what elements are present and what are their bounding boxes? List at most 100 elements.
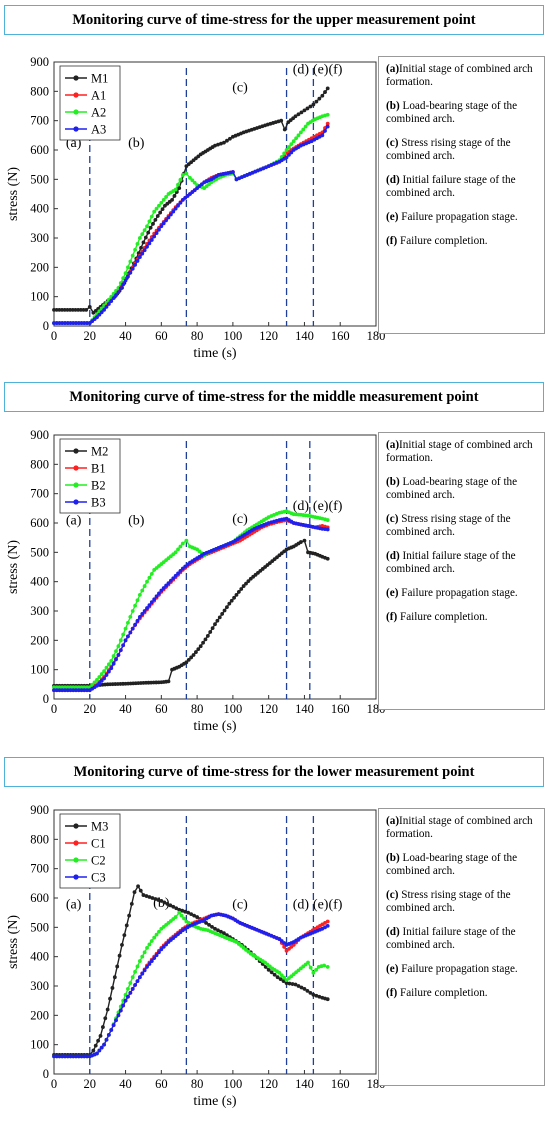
series-markers-a1 <box>52 121 330 325</box>
data-point <box>57 321 62 325</box>
x-tick-label: 100 <box>224 702 243 716</box>
data-point <box>65 688 70 693</box>
data-point <box>322 963 327 968</box>
data-point <box>102 676 106 681</box>
data-point <box>82 688 87 693</box>
stage-description: (d) Initial failure stage of the combine… <box>386 550 538 576</box>
x-tick-label: 100 <box>224 1077 243 1091</box>
data-point <box>99 1045 104 1050</box>
stage-text: Initial failure stage of the combined ar… <box>386 550 516 575</box>
data-point <box>166 679 171 684</box>
data-point <box>152 935 157 940</box>
data-point <box>133 603 137 608</box>
x-tick-label: 0 <box>51 702 57 716</box>
data-point <box>325 124 330 129</box>
y-tick-label: 300 <box>30 604 49 618</box>
stage-description: (f) Failure completion. <box>386 611 538 624</box>
data-point <box>63 1054 67 1059</box>
data-point <box>289 142 294 147</box>
data-point <box>63 688 67 693</box>
data-point <box>60 321 65 325</box>
data-point <box>213 622 217 627</box>
data-point <box>144 894 149 898</box>
data-point <box>79 688 84 693</box>
data-point <box>192 913 197 918</box>
data-point <box>68 307 72 312</box>
stage-description: (f) Failure completion. <box>386 987 538 1000</box>
data-point <box>135 598 140 603</box>
data-point <box>188 175 192 180</box>
data-point <box>157 227 161 232</box>
data-point <box>137 614 142 619</box>
stage-label: (e)(f) <box>313 499 343 514</box>
legend-label: M3 <box>91 820 108 834</box>
series-markers-b1 <box>52 518 330 693</box>
y-tick-label: 800 <box>30 84 49 98</box>
y-tick-label: 900 <box>30 55 49 69</box>
data-point <box>129 901 134 906</box>
data-point <box>203 637 208 642</box>
data-point <box>149 214 154 219</box>
data-point <box>284 155 289 160</box>
data-point <box>87 305 92 309</box>
y-tick-label: 0 <box>43 319 49 333</box>
x-tick-label: 20 <box>84 329 97 343</box>
x-tick-label: 60 <box>155 702 168 716</box>
data-point <box>302 538 307 543</box>
data-point <box>115 964 120 969</box>
x-tick-label: 40 <box>119 702 132 716</box>
data-point <box>126 620 130 625</box>
data-point <box>282 975 287 980</box>
stage-key: (a) <box>386 63 400 75</box>
data-point <box>146 230 151 235</box>
data-point <box>213 143 217 148</box>
data-point <box>151 221 155 226</box>
stage-description: (d) Initial failure stage of the combine… <box>386 926 538 952</box>
stage-description: (b) Load-bearing stage of the combined a… <box>386 100 538 126</box>
stage-label: (d) <box>293 499 310 514</box>
data-point <box>90 682 95 687</box>
x-tick-label: 40 <box>119 329 132 343</box>
data-point <box>114 649 118 653</box>
data-point <box>140 612 145 616</box>
data-point <box>294 136 298 141</box>
data-point <box>179 913 184 918</box>
data-point <box>154 953 159 958</box>
data-point <box>299 985 304 990</box>
data-point <box>79 685 84 690</box>
data-point <box>180 908 185 913</box>
data-point <box>70 307 75 312</box>
data-point <box>284 148 289 152</box>
data-point <box>157 203 161 208</box>
data-point <box>63 321 67 325</box>
y-axis-label: stress (N) <box>6 540 21 594</box>
data-point <box>208 630 213 634</box>
stage-text: Stress rising stage of the combined arch… <box>386 137 511 162</box>
data-point <box>81 307 86 312</box>
legend-label: B1 <box>91 462 106 476</box>
data-point <box>189 912 194 917</box>
data-point <box>149 571 154 576</box>
legend-marker <box>73 448 79 454</box>
x-tick-label: 20 <box>84 1077 97 1091</box>
data-point <box>68 1054 73 1059</box>
data-point <box>325 112 330 117</box>
y-tick-label: 300 <box>30 979 49 993</box>
y-tick-label: 0 <box>43 692 49 706</box>
data-point <box>152 234 157 239</box>
plot-frame <box>53 61 377 327</box>
data-point <box>114 293 118 298</box>
data-point <box>116 1013 121 1018</box>
data-point <box>287 152 291 157</box>
data-point <box>171 209 176 214</box>
data-point <box>118 1008 123 1013</box>
stage-label: (a) <box>66 513 82 528</box>
data-point <box>161 586 166 590</box>
stage-text: Load-bearing stage of the combined arch. <box>386 852 518 877</box>
data-point <box>296 984 301 988</box>
data-point <box>147 219 152 224</box>
stage-label: (d) <box>293 897 310 912</box>
data-point <box>236 590 241 594</box>
upper-stage-legend: (a)Initial stage of combined arch format… <box>378 56 545 334</box>
y-tick-label: 500 <box>30 172 49 186</box>
